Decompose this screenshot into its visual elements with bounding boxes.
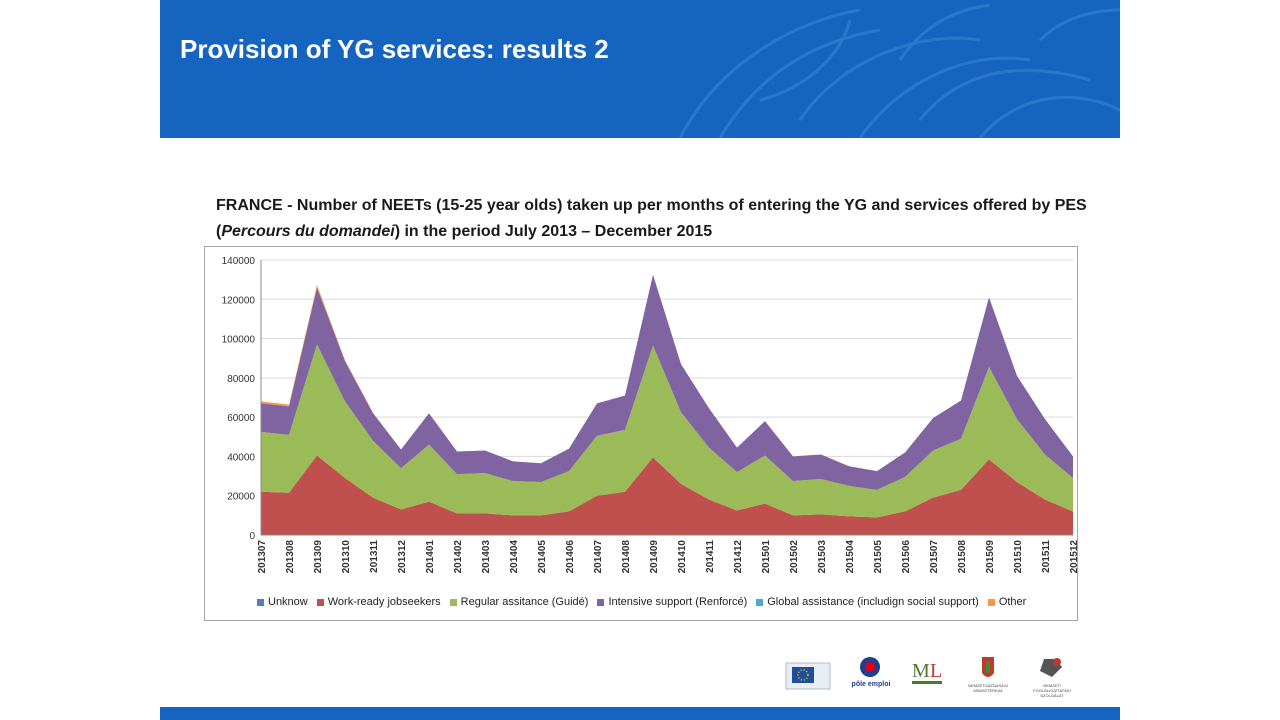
legend-label: Other [998, 596, 1027, 608]
x-tick-label: 201406 [565, 540, 576, 574]
chart-frame: 0 20000 40000 60000 80000 100000 120000 140000 2… [204, 246, 1078, 621]
legend-swatch [316, 598, 324, 606]
x-tick-label: 201405 [537, 540, 548, 574]
footer-bar [160, 707, 1120, 720]
x-tick-label: 201404 [509, 540, 520, 574]
chart-legend: Unknow Work-ready jobseekers Regular assit… [257, 596, 1035, 608]
x-tick-label: 201507 [929, 540, 940, 574]
ministry-label: NEMZETGAZDASÁGI MINISZTÉRIUM [968, 683, 1008, 693]
y-tick-label: 80000 [227, 374, 255, 385]
x-tick-label: 201402 [453, 540, 464, 574]
page-title: Provision of YG services: results 2 [180, 34, 609, 64]
x-tick-label: 201508 [957, 540, 968, 574]
x-tick-label: 201411 [705, 540, 716, 573]
ml-logo: M L [912, 660, 942, 684]
legend-swatch [756, 598, 764, 606]
legend-item: Regular assitance (Guidé) [449, 596, 589, 608]
legend-label: Work-ready jobseekers [327, 596, 441, 608]
legend-item: Other [987, 596, 1027, 608]
x-tick-label: 201509 [985, 540, 996, 574]
hu-office-label: NEMZETI FOGLALKOZTATÁSI SZOLGÁLAT [1033, 683, 1071, 698]
pole-emploi-label: pôle emploi [851, 681, 891, 688]
svg-text:L: L [930, 660, 942, 682]
eu-flag-logo [785, 662, 831, 690]
area-chart: 0 20000 40000 60000 80000 100000 120000 140000 2… [222, 256, 1077, 574]
caption-text-2: ) in the period July 2013 – December 201… [394, 223, 713, 240]
caption-italic: Percours du domandei [221, 223, 395, 240]
partner-logos: pôle emploi M L NEMZETGAZDASÁGI MINISZTÉ… [784, 653, 1074, 698]
x-tick-label: 201505 [873, 540, 884, 574]
chart-caption: FRANCE - Number of NEETs (15-25 year old… [216, 193, 1096, 245]
x-tick-label: 201311 [369, 540, 380, 573]
x-tick-label: 201506 [901, 540, 912, 574]
hu-office-logo [1040, 658, 1062, 677]
x-tick-label: 201407 [593, 540, 604, 574]
legend-swatch [449, 598, 457, 606]
x-tick-label: 201511 [1041, 540, 1052, 573]
x-tick-label: 201308 [285, 540, 296, 574]
legend-item: Unknow [257, 596, 308, 608]
legend-swatch [597, 598, 605, 606]
x-tick-label: 201501 [761, 540, 772, 574]
y-tick-label: 40000 [227, 452, 255, 463]
x-tick-label: 201510 [1013, 540, 1024, 574]
x-tick-label: 201412 [733, 540, 744, 574]
y-tick-label: 0 [249, 531, 255, 542]
legend-label: Regular assitance (Guidé) [460, 596, 589, 608]
x-tick-label: 201410 [677, 540, 688, 574]
x-tick-label: 201409 [649, 540, 660, 574]
header-banner: Provision of YG services: results 2 [160, 0, 1120, 138]
legend-label: Intensive support (Renforcé) [608, 596, 748, 608]
svg-text:M: M [912, 660, 930, 682]
pole-emploi-logo [852, 657, 890, 688]
hungarian-ministry-crest [982, 657, 994, 677]
x-tick-label: 201512 [1069, 540, 1077, 574]
area-series-work-ready-jobseekers [261, 455, 1073, 535]
caption-text-1: FRANCE - Number of NEETs (15-25 year old… [216, 197, 1087, 240]
legend-label: Global assistance (includign social supp… [767, 596, 979, 608]
area-series-regular-assitance-guid [261, 344, 1073, 518]
legend-item: Global assistance (includign social supp… [756, 596, 979, 608]
x-tick-label: 201401 [425, 540, 436, 574]
legend-item: Intensive support (Renforcé) [597, 596, 747, 608]
x-tick-label: 201312 [397, 540, 408, 574]
y-tick-label: 20000 [227, 492, 255, 503]
x-tick-label: 201403 [481, 540, 492, 574]
x-tick-label: 201307 [257, 540, 268, 574]
leaf-decoration [678, 3, 1120, 138]
y-tick-label: 140000 [222, 256, 256, 267]
legend-swatch [987, 598, 995, 606]
legend-label: Unknow [268, 596, 308, 608]
x-tick-label: 201408 [621, 540, 632, 574]
legend-swatch [257, 598, 264, 606]
x-tick-label: 201310 [341, 540, 352, 574]
legend-item: Work-ready jobseekers [316, 596, 441, 608]
y-tick-label: 60000 [227, 413, 255, 424]
x-tick-label: 201504 [845, 540, 856, 574]
y-tick-label: 100000 [222, 335, 256, 346]
x-tick-label: 201503 [817, 540, 828, 574]
x-tick-label: 201502 [789, 540, 800, 574]
x-tick-label: 201309 [313, 540, 324, 574]
y-tick-label: 120000 [222, 295, 256, 306]
